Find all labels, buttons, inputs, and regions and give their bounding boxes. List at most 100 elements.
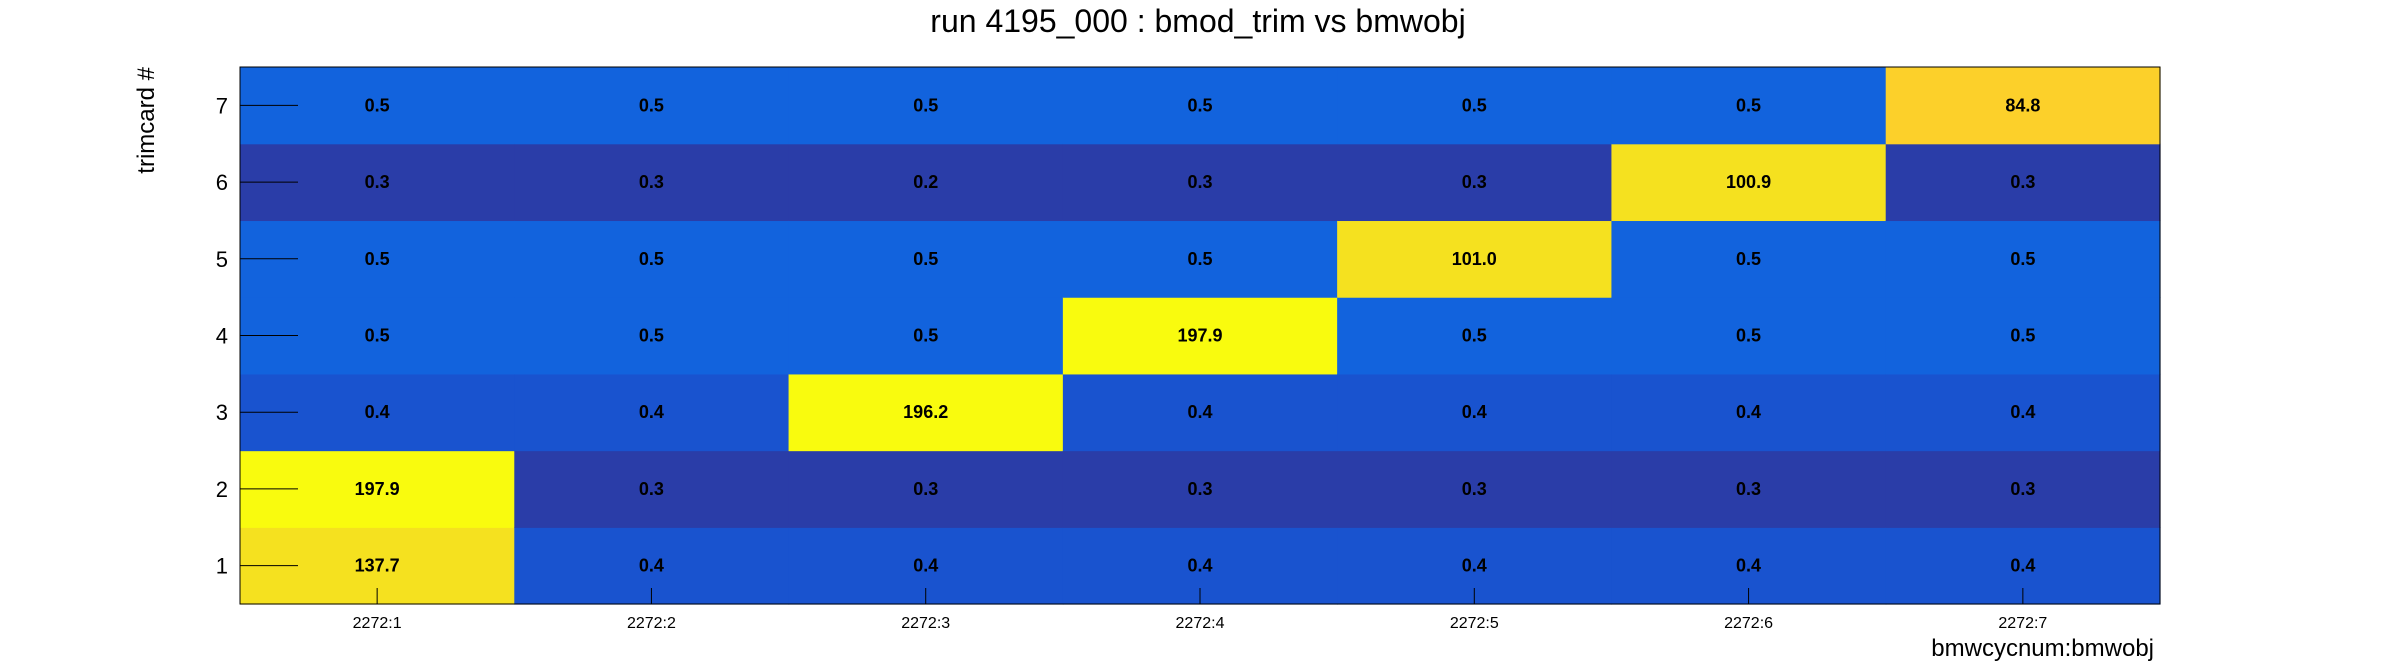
cell-value-label: 0.3 bbox=[1187, 172, 1212, 192]
cell-value-label: 0.5 bbox=[639, 95, 664, 115]
cell-value-label: 0.5 bbox=[1736, 249, 1761, 269]
x-tick-label: 2272:3 bbox=[901, 615, 950, 632]
cell-value-label: 197.9 bbox=[1177, 326, 1222, 346]
cell-value-label: 0.3 bbox=[639, 172, 664, 192]
heatmap-cell bbox=[514, 297, 790, 375]
y-tick-label: 3 bbox=[216, 400, 228, 425]
cell-value-label: 0.3 bbox=[1462, 172, 1487, 192]
cell-value-label: 0.5 bbox=[365, 95, 390, 115]
cell-value-label: 0.5 bbox=[2010, 249, 2035, 269]
heatmap-cell bbox=[1611, 143, 1887, 222]
heatmap-cell bbox=[514, 450, 790, 528]
y-tick-label: 7 bbox=[216, 93, 228, 118]
cell-value-label: 0.4 bbox=[1187, 556, 1212, 576]
x-axis-title: bmwcycnum:bmwobj bbox=[1931, 635, 2154, 662]
heatmap-cell bbox=[514, 143, 790, 222]
y-tick-label: 2 bbox=[216, 477, 228, 502]
cell-value-label: 197.9 bbox=[355, 479, 400, 499]
cell-value-label: 0.4 bbox=[2010, 402, 2035, 422]
cell-value-label: 0.3 bbox=[913, 479, 938, 499]
y-tick-label: 6 bbox=[216, 170, 228, 195]
heatmap-cell bbox=[1062, 220, 1338, 298]
cell-value-label: 0.5 bbox=[1187, 249, 1212, 269]
cell-value-label: 0.3 bbox=[1187, 479, 1212, 499]
cell-value-label: 0.3 bbox=[2010, 479, 2035, 499]
cell-value-label: 0.4 bbox=[1736, 556, 1761, 576]
cell-value-label: 196.2 bbox=[903, 402, 948, 422]
heatmap-cell bbox=[1611, 220, 1887, 298]
cell-value-label: 137.7 bbox=[355, 556, 400, 576]
heatmap-cell bbox=[1885, 297, 2161, 375]
cell-value-label: 0.3 bbox=[1462, 479, 1487, 499]
cell-value-label: 0.3 bbox=[1736, 479, 1761, 499]
heatmap-cell bbox=[1885, 450, 2161, 528]
chart-title: run 4195_000 : bmod_trim vs bmwobj bbox=[930, 3, 1465, 39]
cell-value-label: 0.4 bbox=[639, 556, 664, 576]
heatmap-cell bbox=[1885, 67, 2161, 145]
y-axis-title: trimcard # bbox=[133, 66, 160, 173]
heatmap-cell bbox=[1337, 450, 1613, 528]
heatmap-cell bbox=[1062, 143, 1338, 222]
cell-value-label: 84.8 bbox=[2005, 95, 2040, 115]
cell-value-label: 0.5 bbox=[639, 326, 664, 346]
heatmap-cell bbox=[1062, 450, 1338, 528]
heatmap-cell bbox=[1337, 297, 1613, 375]
cell-value-label: 0.5 bbox=[1736, 326, 1761, 346]
cell-value-label: 101.0 bbox=[1452, 249, 1497, 269]
heatmap-cell bbox=[1062, 373, 1338, 452]
x-tick-label: 2272:4 bbox=[1176, 615, 1225, 632]
heatmap-cell bbox=[514, 67, 790, 145]
heatmap-cell bbox=[788, 297, 1064, 375]
cell-value-label: 0.4 bbox=[1187, 402, 1212, 422]
x-tick-label: 2272:6 bbox=[1724, 615, 1773, 632]
cell-value-label: 0.5 bbox=[365, 326, 390, 346]
x-tick-label: 2272:2 bbox=[627, 615, 676, 632]
cell-value-label: 0.4 bbox=[365, 402, 390, 422]
heatmap-cell bbox=[1885, 220, 2161, 298]
x-tick-label: 2272:5 bbox=[1450, 615, 1499, 632]
heatmap-cell bbox=[514, 373, 790, 452]
heatmap-cell bbox=[788, 373, 1064, 452]
y-tick-label: 5 bbox=[216, 247, 228, 272]
cell-value-label: 0.3 bbox=[2010, 172, 2035, 192]
heatmap-cell bbox=[1337, 373, 1613, 452]
heatmap-cell bbox=[1611, 450, 1887, 528]
heatmap-cell bbox=[788, 67, 1064, 145]
heatmap-cell bbox=[1611, 297, 1887, 375]
cell-value-label: 0.5 bbox=[639, 249, 664, 269]
heatmap-cell bbox=[1337, 220, 1613, 298]
plot-frame bbox=[239, 66, 2161, 605]
heatmap-cell bbox=[1611, 67, 1887, 145]
axes: 1 2 3 4 5 6 7 2272:1 2272:2 2272:3 2272:4 2272:5 227… bbox=[216, 93, 2048, 632]
cell-value-label: 0.4 bbox=[913, 556, 938, 576]
heatmap-cell bbox=[788, 220, 1064, 298]
cell-value-label: 100.9 bbox=[1726, 172, 1771, 192]
cell-value-label: 0.4 bbox=[639, 402, 664, 422]
cell-value-label: 0.5 bbox=[913, 249, 938, 269]
heatmap-cell bbox=[1611, 373, 1887, 452]
heatmap-cell bbox=[1885, 373, 2161, 452]
y-tick-label: 4 bbox=[216, 324, 228, 349]
cell-value-label: 0.5 bbox=[1736, 95, 1761, 115]
heatmap-cell bbox=[788, 143, 1064, 222]
heatmap-cell bbox=[514, 220, 790, 298]
heatmap-cell bbox=[1337, 143, 1613, 222]
cell-value-label: 0.2 bbox=[913, 172, 938, 192]
heatmap-cell bbox=[1885, 143, 2161, 222]
cell-value-label: 0.4 bbox=[1736, 402, 1761, 422]
heatmap-cell-labels: 137.7 197.9 0.4 0.5 0.5 0.3 0.5 0.4 0.3 0.4 0.5 0.5… bbox=[355, 95, 2041, 575]
x-tick-label: 2272:1 bbox=[353, 615, 402, 632]
heatmap-cell bbox=[1062, 67, 1338, 145]
heatmap-cell bbox=[788, 450, 1064, 528]
cell-value-label: 0.4 bbox=[1462, 402, 1487, 422]
cell-value-label: 0.4 bbox=[1462, 556, 1487, 576]
cell-value-label: 0.5 bbox=[913, 95, 938, 115]
cell-value-label: 0.5 bbox=[1187, 95, 1212, 115]
cell-value-label: 0.5 bbox=[913, 326, 938, 346]
cell-value-label: 0.5 bbox=[1462, 95, 1487, 115]
heatmap-cell bbox=[1062, 297, 1338, 375]
cell-value-label: 0.3 bbox=[639, 479, 664, 499]
heatmap-cell bbox=[1337, 67, 1613, 145]
cell-value-label: 0.4 bbox=[2010, 556, 2035, 576]
